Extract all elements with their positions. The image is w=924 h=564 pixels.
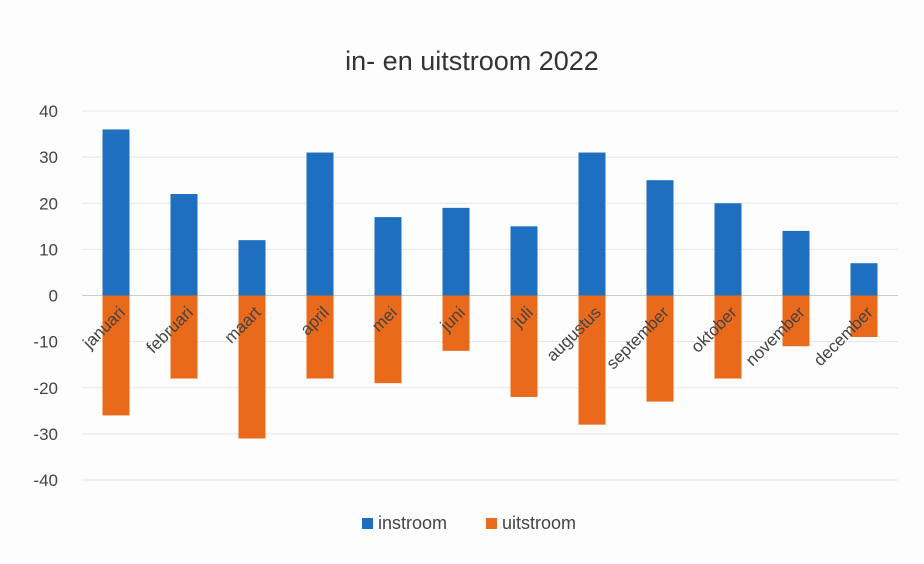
- uitstroom-bar-augustus: [578, 295, 606, 425]
- y-tick-label: -30: [33, 425, 58, 444]
- legend-label-uitstroom: uitstroom: [502, 513, 576, 533]
- uitstroom-bar-maart: [238, 295, 266, 439]
- legend: instroom uitstroom: [362, 513, 576, 533]
- instroom-bar-februari: [170, 194, 198, 296]
- uitstroom-bar-juni: [442, 295, 470, 351]
- instroom-bar-april: [306, 152, 334, 296]
- y-axis: 40 30 20 10 0 -10 -20 -30 -40: [33, 102, 58, 490]
- instroom-bar-januari: [102, 129, 130, 296]
- uitstroom-bar-september: [646, 295, 674, 402]
- instroom-bar-december: [850, 263, 878, 296]
- y-tick-label: 20: [39, 194, 58, 213]
- y-tick-label: -20: [33, 379, 58, 398]
- instroom-bar-november: [782, 230, 810, 296]
- y-tick-label: -10: [33, 333, 58, 352]
- chart-title: in- en uitstroom 2022: [345, 46, 599, 76]
- y-tick-label: 10: [39, 240, 58, 259]
- instroom-bar-september: [646, 180, 674, 296]
- y-tick-label: 0: [49, 287, 58, 306]
- x-axis-labels: januari februari maart april mei juni juli augu…: [79, 303, 877, 373]
- uitstroom-bar-juli: [510, 295, 538, 397]
- uitstroom-bar-april: [306, 295, 334, 379]
- instroom-bar-mei: [374, 217, 402, 296]
- instroom-bar-juni: [442, 207, 470, 296]
- uitstroom-bar-december: [850, 295, 878, 338]
- uitstroom-bar-oktober: [714, 295, 742, 379]
- legend-label-instroom: instroom: [378, 513, 447, 533]
- y-tick-label: 40: [39, 102, 58, 121]
- uitstroom-bar-november: [782, 295, 810, 347]
- instroom-bar-maart: [238, 240, 266, 296]
- uitstroom-bar-mei: [374, 295, 402, 384]
- legend-swatch-instroom: [362, 518, 373, 529]
- instroom-bar-juli: [510, 226, 538, 296]
- bars: [102, 129, 878, 439]
- gridlines: [82, 110, 898, 481]
- uitstroom-bar-februari: [170, 295, 198, 379]
- y-tick-label: -40: [33, 471, 58, 490]
- uitstroom-bar-januari: [102, 295, 130, 416]
- y-tick-label: 30: [39, 148, 58, 167]
- instroom-bar-augustus: [578, 152, 606, 296]
- instroom-bar-oktober: [714, 203, 742, 296]
- legend-swatch-uitstroom: [486, 518, 497, 529]
